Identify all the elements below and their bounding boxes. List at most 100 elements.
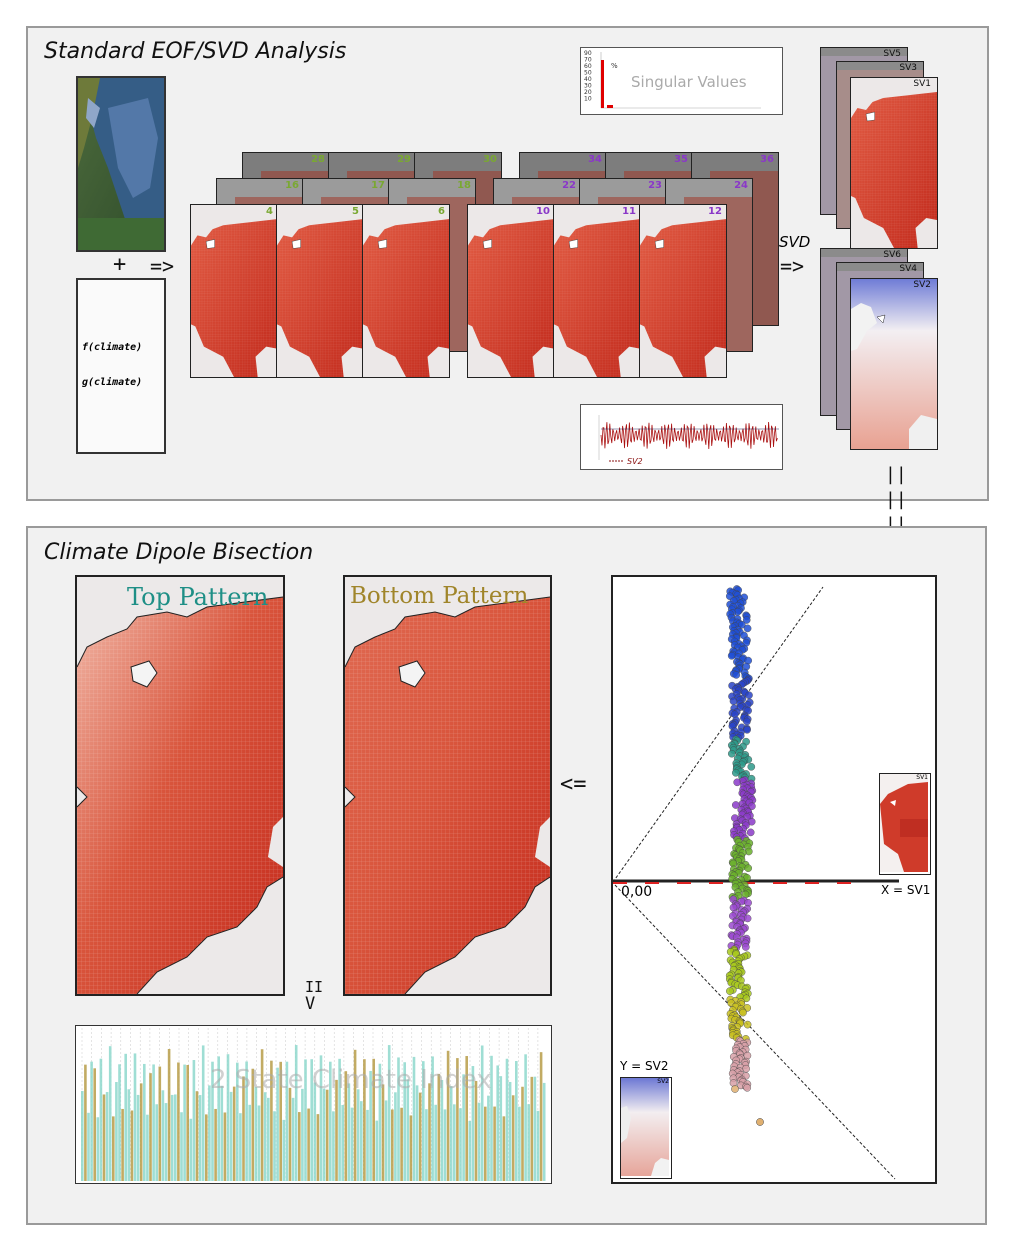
index-bar: [81, 1091, 84, 1181]
index-bar: [434, 1104, 437, 1181]
scatter-point: [742, 616, 751, 624]
index-bar: [453, 1104, 456, 1181]
scatter-point: [743, 914, 752, 923]
index-down-arrow: V: [305, 994, 316, 1014]
monthly-map-number: 6: [438, 206, 445, 217]
index-bar: [279, 1061, 282, 1181]
eof-svd-title: Standard EOF/SVD Analysis: [44, 39, 347, 64]
index-bar: [384, 1100, 388, 1181]
g-climate-label: g(climate): [82, 377, 143, 388]
sv2-series-line: [600, 421, 778, 450]
index-bar: [360, 1101, 363, 1181]
scatter-point: [745, 691, 753, 700]
index-bar: [146, 1114, 149, 1181]
index-bar: [310, 1059, 313, 1181]
index-bar: [412, 1056, 416, 1181]
index-bar: [375, 1120, 379, 1181]
scatter-point: [743, 717, 751, 726]
svd-arrow: =>: [780, 254, 805, 278]
bottom-pattern-map: Bottom Pattern: [343, 575, 552, 996]
index-bar: [496, 1065, 499, 1181]
index-bar: [524, 1054, 527, 1181]
index-bar: [198, 1095, 202, 1181]
scatter-point: [727, 651, 736, 660]
singular-vector-label: SV2: [913, 280, 931, 290]
index-bar: [459, 1108, 462, 1181]
sv-tick: 70: [584, 57, 592, 64]
monthly-map-number: 16: [285, 180, 299, 191]
monthly-map-number: 36: [760, 154, 774, 165]
satellite-map: [76, 76, 166, 252]
index-bar: [108, 1046, 112, 1181]
index-bar: [325, 1089, 329, 1181]
scatter-point: [743, 1020, 752, 1029]
index-bar: [409, 1115, 413, 1181]
scatter-point: [756, 1118, 764, 1126]
index-bar: [229, 1091, 233, 1181]
index-bar: [316, 1114, 320, 1181]
index-bar: [121, 1108, 124, 1181]
index-bar: [127, 1089, 131, 1181]
index-bar: [304, 1059, 307, 1181]
index-bar: [422, 1061, 425, 1181]
index-bar: [226, 1054, 230, 1181]
index-bar: [446, 1050, 450, 1181]
monthly-map-6: 6: [362, 204, 450, 378]
scatter-point: [743, 1083, 752, 1092]
y-axis-label: Y = SV2: [620, 1059, 669, 1073]
index-bar: [180, 1112, 183, 1181]
index-bar: [394, 1092, 397, 1181]
sv-tick: 50: [584, 70, 592, 77]
monthly-map-11: 11: [553, 204, 641, 378]
index-bar: [493, 1106, 496, 1181]
scatter-point: [733, 778, 742, 787]
index-bar: [254, 1086, 258, 1181]
index-bar: [527, 1104, 530, 1181]
index-bar: [90, 1061, 93, 1181]
index-bar: [192, 1060, 196, 1181]
sv-label: Singular Values: [631, 73, 747, 91]
monthly-map-number: 4: [266, 206, 273, 217]
monthly-map-12: 12: [639, 204, 727, 378]
index-bar: [456, 1058, 459, 1181]
index-bar: [257, 1105, 261, 1181]
index-bar: [245, 1061, 248, 1181]
index-bar: [499, 1076, 503, 1181]
index-bar: [115, 1082, 118, 1181]
index-bar: [536, 1110, 540, 1181]
index-bar: [195, 1091, 199, 1181]
index-bar: [174, 1094, 177, 1181]
index-bar: [96, 1117, 100, 1181]
index-bar: [322, 1088, 326, 1181]
monthly-map-10: 10: [467, 204, 555, 378]
index-bar: [130, 1110, 134, 1181]
index-bar: [301, 1088, 304, 1181]
scatter-point: [744, 864, 753, 873]
equals-connector-2: ||: [885, 489, 907, 510]
monthly-map-number: 34: [588, 154, 602, 165]
index-bar: [403, 1062, 406, 1181]
index-bar: [214, 1108, 217, 1181]
index-bar: [177, 1062, 180, 1181]
index-bar: [201, 1045, 205, 1181]
index-bar: [397, 1057, 400, 1181]
index-bar: [242, 1076, 245, 1181]
index-bar: [366, 1109, 369, 1181]
index-bar: [477, 1102, 481, 1181]
scatter-point: [731, 768, 740, 777]
index-bar: [539, 1052, 543, 1181]
sv-tick: 40: [584, 76, 592, 83]
singular-values-chart: 90 70 60 50 40 30 20 10 % Singular Values: [580, 47, 783, 115]
monthly-map-number: 17: [371, 180, 385, 191]
monthly-map-number: 24: [734, 180, 748, 191]
monthly-map-number: 12: [708, 206, 722, 217]
x-axis-label: X = SV1: [881, 883, 931, 897]
scatter-point: [726, 987, 734, 995]
sv2-timeseries: SV2: [580, 404, 783, 470]
index-bar: [270, 1060, 273, 1181]
index-bar: [329, 1061, 332, 1181]
monthly-map-4: 4: [190, 204, 278, 378]
index-bar: [139, 1083, 143, 1181]
index-bar: [484, 1106, 487, 1181]
index-bar: [102, 1094, 106, 1181]
